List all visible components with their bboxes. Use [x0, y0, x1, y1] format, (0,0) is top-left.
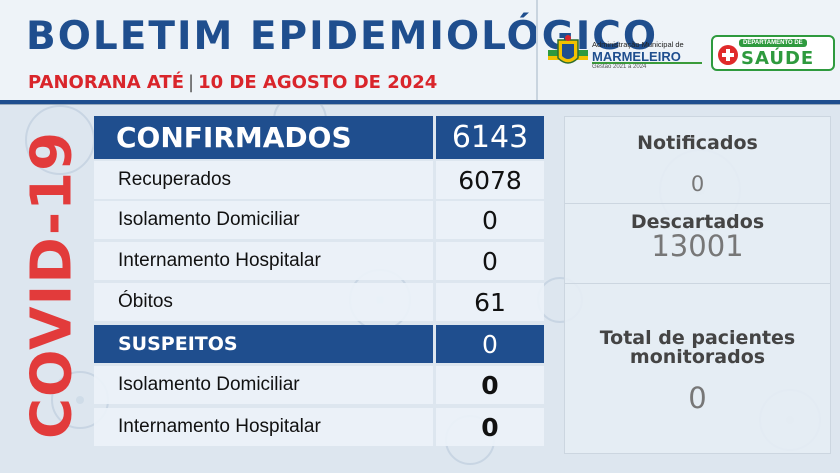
confirmados-label: CONFIRMADOS — [94, 116, 433, 159]
monitorados-label-line2: monitorados — [629, 346, 766, 368]
red-cross-icon — [718, 45, 738, 65]
notificados-value: 0 — [690, 172, 705, 196]
recuperados-value: 6078 — [436, 161, 544, 199]
header-rule-thin — [0, 104, 840, 105]
table-row-isolamento-suspeitos: Isolamento Domiciliar 0 — [94, 366, 544, 404]
internamento-suspeitos-value: 0 — [436, 408, 544, 446]
obitos-value: 61 — [436, 283, 544, 321]
isolamento-suspeitos-label: Isolamento Domiciliar — [94, 366, 433, 404]
health-name: SAÚDE — [741, 48, 815, 69]
table-row-isolamento-confirmados: Isolamento Domiciliar 0 — [94, 201, 544, 239]
notificados-label: Notificados — [637, 132, 758, 154]
header: BOLETIM EPIDEMIOLÓGICO PANORANA ATÉ | 10 D… — [0, 0, 840, 100]
municipality-line1: Administração Municipal de — [592, 40, 684, 49]
coat-of-arms-icon — [548, 35, 588, 64]
table-row-internamento-confirmados: Internamento Hospitalar 0 — [94, 242, 544, 280]
subtitle-separator: | — [188, 72, 195, 93]
table-row-confirmados: CONFIRMADOS 6143 — [94, 116, 544, 159]
monitorados-value: 0 — [688, 381, 707, 415]
table-row-recuperados: Recuperados 6078 — [94, 161, 544, 199]
suspeitos-value: 0 — [436, 325, 544, 363]
table-row-internamento-suspeitos: Internamento Hospitalar 0 — [94, 408, 544, 446]
covid-19-label: COVID-19 — [19, 130, 85, 440]
health-department-label: DEPARTAMENTO DE — [739, 39, 807, 47]
page-subtitle: PANORANA ATÉ | 10 DE AGOSTO DE 2024 — [28, 72, 437, 93]
municipality-band — [592, 62, 702, 64]
isolamento-confirmados-label: Isolamento Domiciliar — [94, 201, 433, 239]
isolamento-confirmados-value: 0 — [436, 201, 544, 239]
confirmados-value: 6143 — [436, 116, 544, 159]
recuperados-label: Recuperados — [94, 161, 433, 199]
table-row-obitos: Óbitos 61 — [94, 283, 544, 321]
header-rule — [0, 100, 840, 104]
internamento-confirmados-value: 0 — [436, 242, 544, 280]
isolamento-suspeitos-value: 0 — [436, 366, 544, 404]
health-department-logo: DEPARTAMENTO DE SAÚDE — [711, 35, 835, 71]
internamento-suspeitos-label: Internamento Hospitalar — [94, 408, 433, 446]
subtitle-date: 10 DE AGOSTO DE 2024 — [198, 72, 438, 93]
internamento-confirmados-label: Internamento Hospitalar — [94, 242, 433, 280]
monitorados-label-line1: Total de pacientes — [599, 327, 796, 349]
suspeitos-label: SUSPEITOS — [94, 325, 433, 363]
municipality-logo: Administração Municipal de MARMELEIRO Ge… — [548, 34, 703, 74]
panel-divider — [565, 203, 830, 204]
obitos-label: Óbitos — [94, 283, 433, 321]
subtitle-prefix: PANORANA ATÉ — [28, 72, 184, 93]
table-row-suspeitos: SUSPEITOS 0 — [94, 325, 544, 363]
panel-divider — [565, 283, 830, 284]
summary-panel: Notificados 0 Descartados 13001 Total de… — [564, 116, 831, 454]
header-divider — [536, 0, 538, 100]
descartados-label: Descartados — [630, 211, 765, 233]
descartados-value: 13001 — [651, 229, 744, 263]
municipality-name: MARMELEIRO — [592, 49, 681, 64]
municipality-term: Gestão 2021 a 2024 — [592, 64, 647, 70]
